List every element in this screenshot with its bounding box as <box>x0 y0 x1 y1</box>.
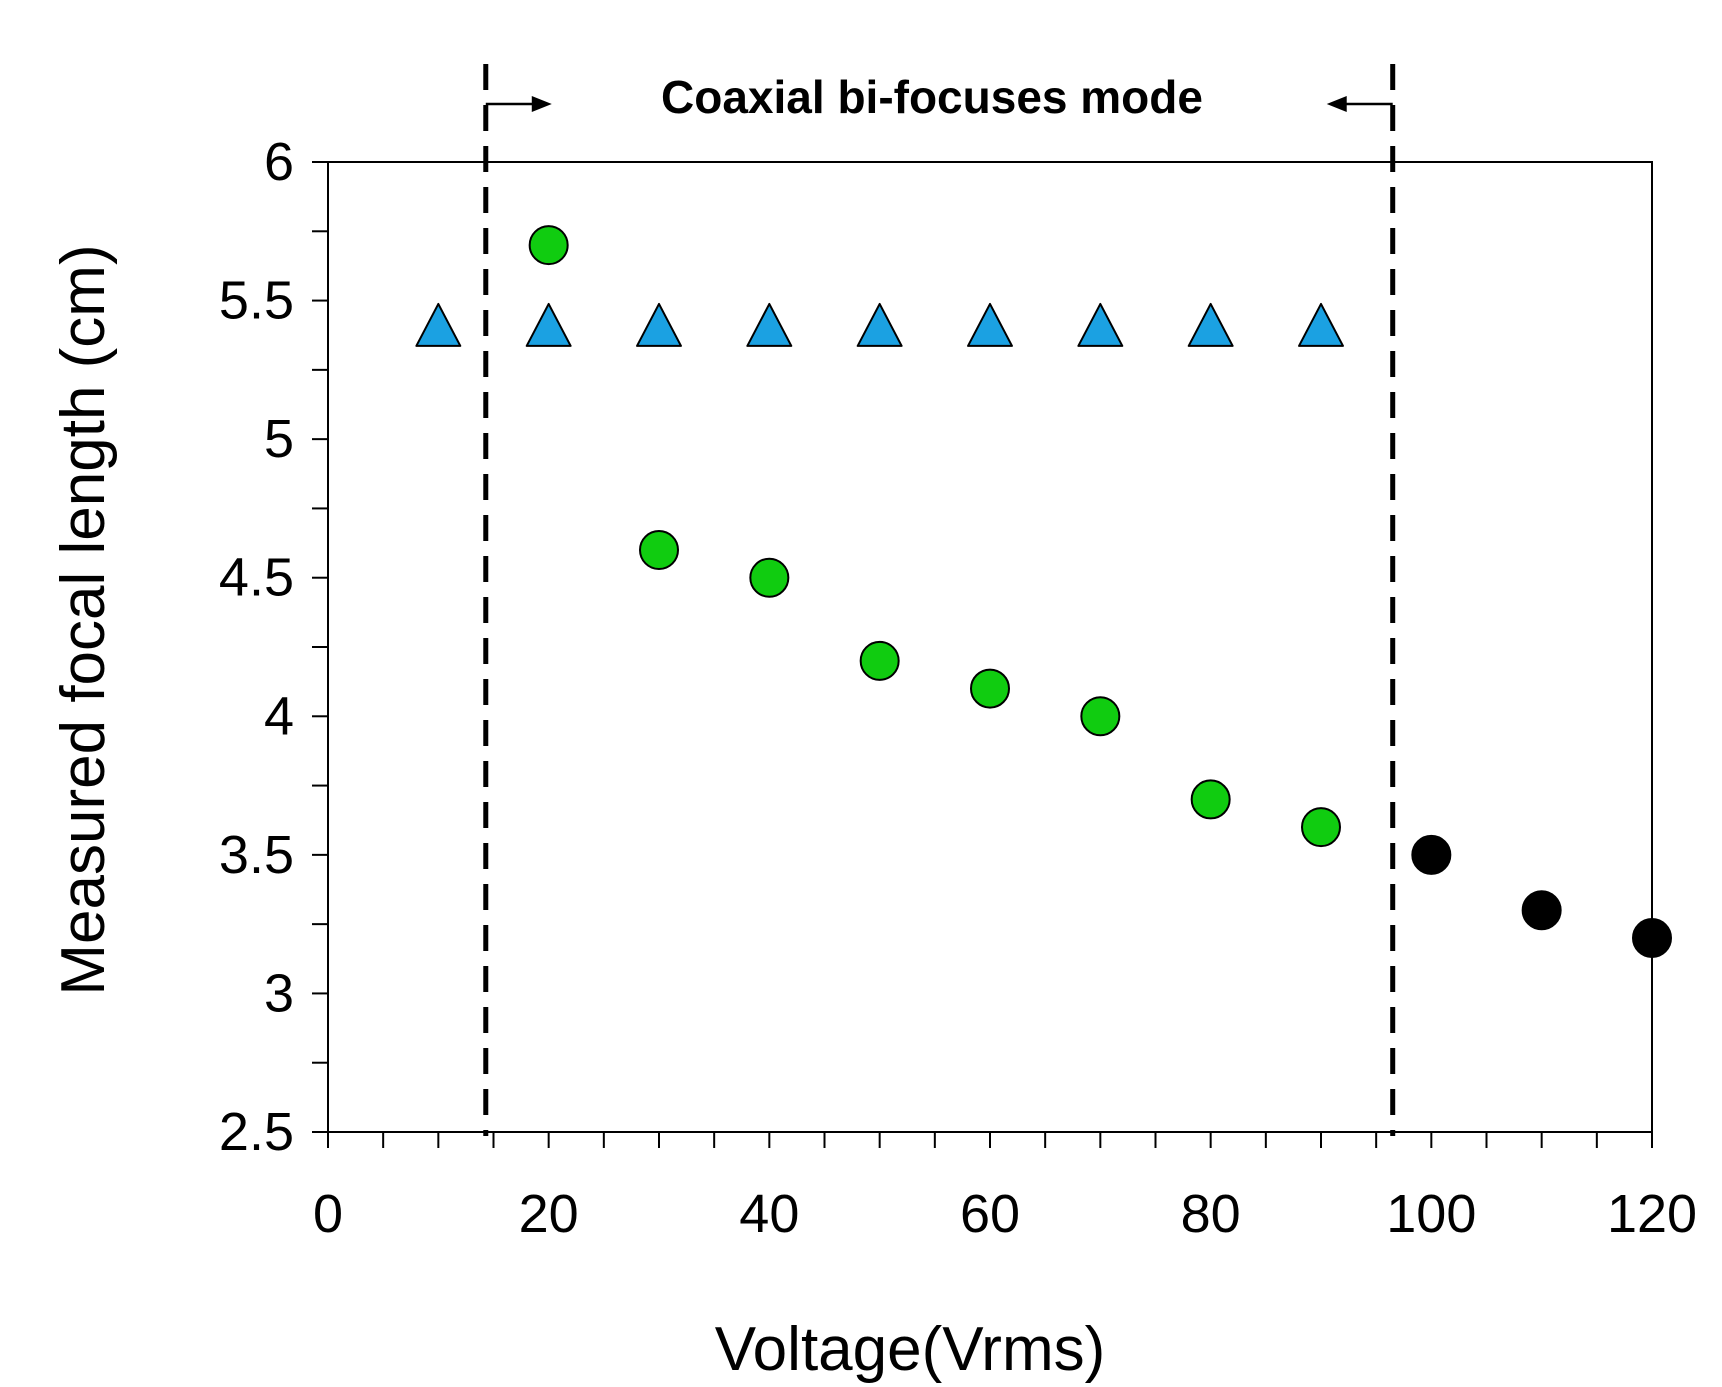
point-focus-2 <box>970 668 1010 709</box>
y-tick-label: 6 <box>264 132 294 192</box>
point-focus-1 <box>1298 302 1344 347</box>
x-tick-label: 80 <box>1181 1184 1241 1244</box>
x-tick-label: 60 <box>960 1184 1020 1244</box>
x-tick-label: 40 <box>739 1184 799 1244</box>
x-tick-label: 20 <box>519 1184 579 1244</box>
y-axis: 2.5 3 3.5 4 4.5 5 5.5 6 <box>219 132 328 1162</box>
point-focus-2 <box>1080 696 1121 737</box>
point-focus-1 <box>1077 302 1124 347</box>
point-focus-2 <box>528 225 569 266</box>
right-arrow-icon <box>531 96 552 112</box>
point-single-focus <box>1632 918 1672 958</box>
point-focus-1 <box>1187 302 1234 347</box>
data-points <box>415 225 1672 958</box>
point-focus-2 <box>859 640 900 681</box>
point-focus-1 <box>415 302 462 347</box>
point-focus-2 <box>749 557 790 598</box>
y-tick-label: 5.5 <box>219 271 294 331</box>
y-tick-label: 4 <box>264 686 294 746</box>
left-arrow-icon <box>1326 96 1347 112</box>
point-focus-2 <box>639 530 679 570</box>
point-focus-2 <box>1301 807 1341 848</box>
y-tick-label: 4.5 <box>219 548 294 608</box>
point-focus-1 <box>967 302 1013 347</box>
x-tick-label: 100 <box>1386 1184 1476 1244</box>
x-axis-title: Voltage(Vrms) <box>715 1315 1106 1384</box>
region-label: Coaxial bi-focuses mode <box>661 71 1203 123</box>
point-focus-1 <box>525 302 572 347</box>
y-tick-label: 3.5 <box>219 825 294 885</box>
mode-boundaries <box>483 64 1396 1136</box>
point-focus-1 <box>636 302 682 347</box>
point-single-focus <box>1521 890 1562 931</box>
point-focus-1 <box>856 302 903 347</box>
y-tick-label: 3 <box>264 963 294 1023</box>
y-tick-label: 2.5 <box>219 1102 294 1162</box>
x-axis: 0 20 40 60 80 100 120 <box>313 1132 1697 1244</box>
x-tick-label: 120 <box>1607 1184 1697 1244</box>
point-focus-2 <box>1190 779 1231 820</box>
point-single-focus <box>1411 834 1452 875</box>
point-focus-1 <box>746 302 793 347</box>
y-tick-label: 5 <box>264 409 294 469</box>
x-tick-label: 0 <box>313 1184 343 1244</box>
y-axis-title: Measured focal length (cm) <box>49 244 118 995</box>
